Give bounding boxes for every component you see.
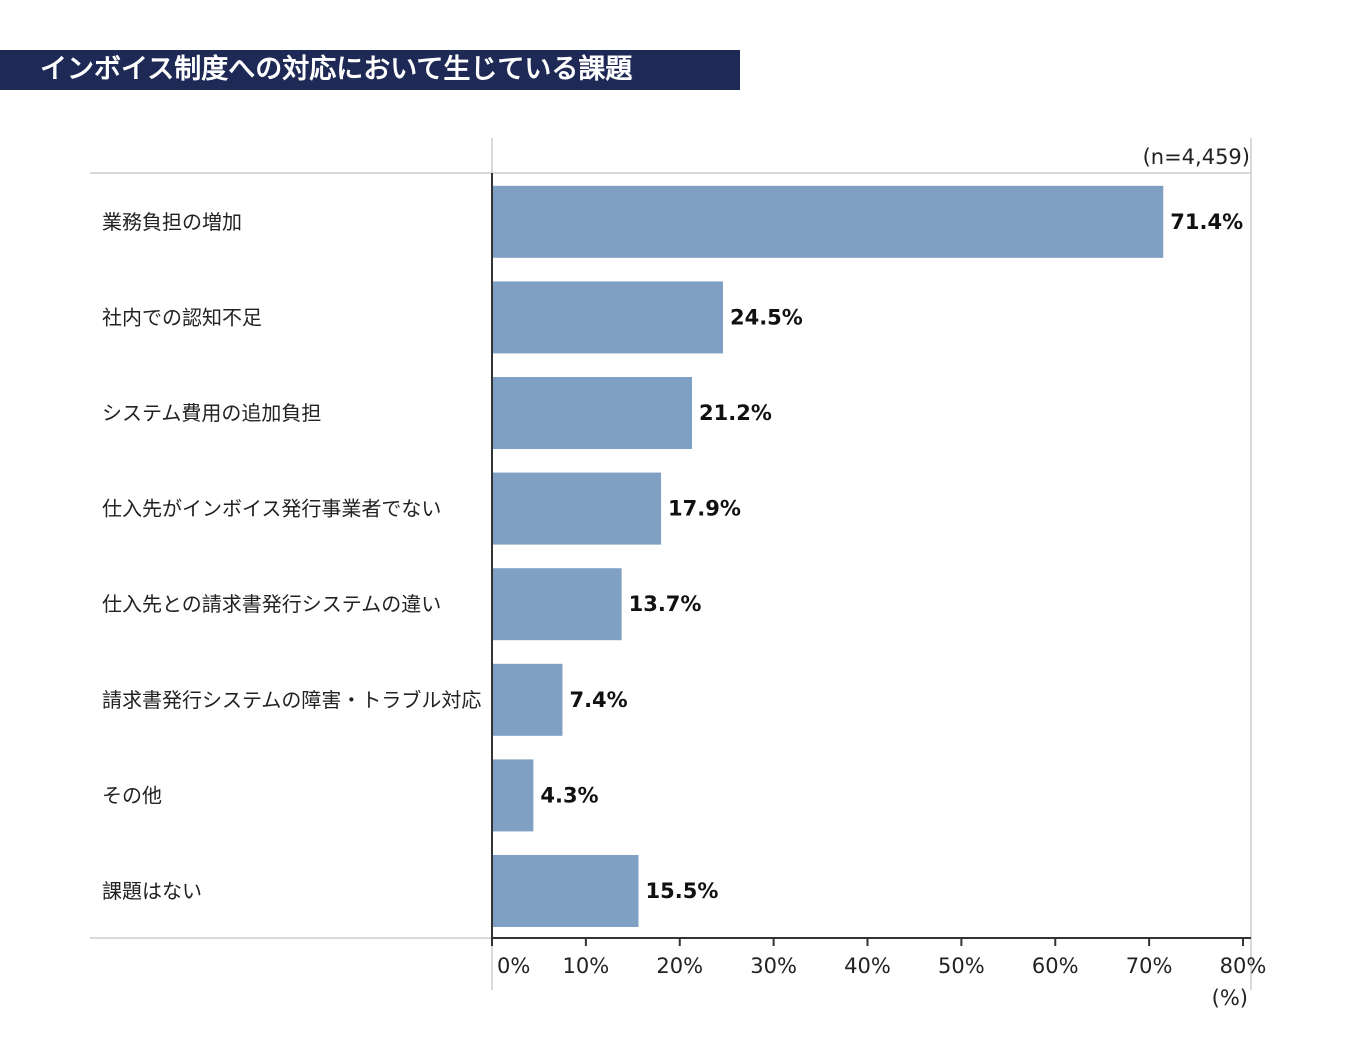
x-tick-label: 0% [497,954,530,978]
x-axis-unit-label: (%) [1212,986,1248,1010]
x-tick-label: 10% [563,954,610,978]
chart-title: インボイス制度への対応において生じている課題 [40,54,633,85]
value-label: 15.5% [646,879,719,903]
value-label: 24.5% [730,305,803,329]
value-labels: 71.4% 24.5% 21.2% 17.9% 13.7% 7.4% 4.3% 15.5% [540,210,1243,903]
bar [493,855,639,927]
value-label: 7.4% [569,688,627,712]
x-tick-label: 30% [750,954,797,978]
x-tick-label: 70% [1126,954,1173,978]
chart-frame [90,138,1252,990]
x-tick-label: 40% [844,954,891,978]
category-labels: 業務負担の増加社内での認知不足システム費用の追加負担仕入先がインボイス発行事業者… [102,210,481,903]
bar [493,568,622,641]
bar [493,185,1164,258]
category-label: 業務負担の増加 [102,210,242,234]
value-label: 4.3% [540,783,598,807]
category-label: システム費用の追加負担 [102,401,321,425]
category-label: 仕入先との請求書発行システムの違い [102,592,441,616]
x-axis-ticks: 0% 10% 20% 30% 40% 50% 60% 70% 80% [491,938,1267,978]
category-label: 仕入先がインボイス発行事業者でない [102,497,441,521]
x-tick-label: 80% [1220,954,1267,978]
x-tick-label: 60% [1032,954,1079,978]
value-label: 17.9% [668,497,741,521]
sample-size-note: (n=4,459) [1143,145,1250,169]
x-tick-label: 50% [938,954,985,978]
bar [493,663,563,736]
title-bar: インボイス制度への対応において生じている課題 [0,50,740,90]
value-label: 71.4% [1170,210,1243,234]
category-label: 社内での認知不足 [102,305,262,329]
x-tick-label: 20% [656,954,703,978]
bar [493,759,534,832]
value-label: 21.2% [699,401,772,425]
category-label: 請求書発行システムの障害・トラブル対応 [102,688,481,712]
bars-group [493,185,1164,927]
category-label: 課題はない [102,879,202,903]
bar [493,472,662,545]
value-label: 13.7% [629,592,702,616]
category-label: その他 [102,783,162,807]
bar [493,377,693,449]
bar [493,281,723,354]
